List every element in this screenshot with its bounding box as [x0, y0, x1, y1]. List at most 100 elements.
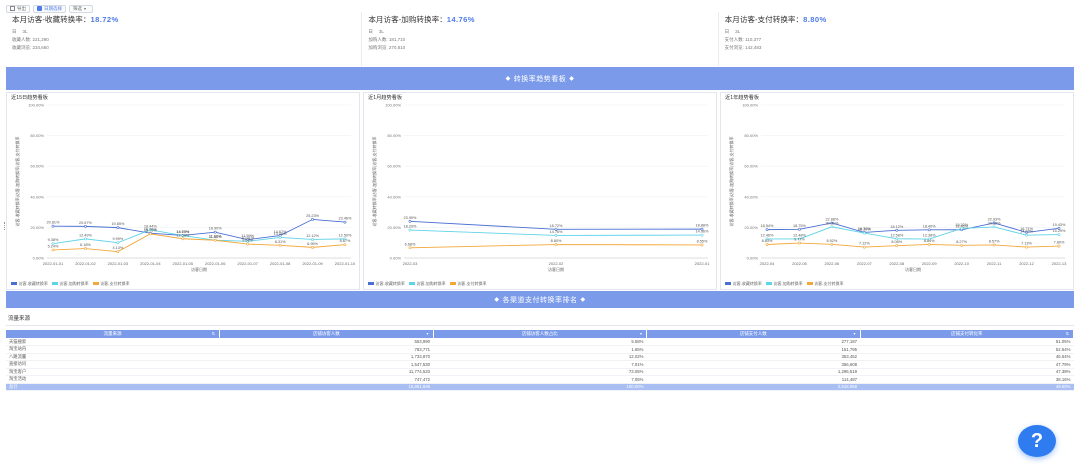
x-tick-label: 2022-08 [889, 261, 904, 266]
export-button[interactable]: 导出 [6, 4, 30, 13]
table-cell: 12.02% [433, 353, 647, 361]
diamond-icon: ◆ [494, 297, 500, 303]
data-label: 8.55% [697, 239, 708, 243]
data-label: 18.40% [923, 224, 937, 228]
data-label: 11.66% [209, 235, 222, 239]
data-label: 20.67% [79, 221, 93, 225]
data-label: 8.57% [989, 239, 1000, 243]
table-cell: 淘宝客户 [6, 368, 220, 376]
table-cell: 47.38% [860, 368, 1074, 376]
help-button[interactable]: ? [1018, 425, 1056, 457]
diamond-icon: ◆ [569, 76, 575, 82]
x-tick-label: 2022-07 [857, 261, 872, 266]
y-tick-label: 20.00% [387, 225, 401, 230]
x-tick-label: 2022-06 [825, 261, 840, 266]
data-label: 7.80% [1054, 241, 1065, 245]
column-header[interactable]: 流量来源 ⇅ [6, 330, 220, 338]
column-header[interactable]: 店铺访客人数 ▾ [219, 330, 434, 338]
table-title: 流量来源 [6, 311, 1074, 326]
table-row[interactable]: 八路流量 1,733,870 12.02% 353,452 46.54% [6, 353, 1074, 361]
data-point [862, 245, 866, 249]
data-point [960, 227, 964, 230]
kpi-pay: 本月访客-支付转换率：8.80% 日 3L 支付人数: 110,377 支付浏览:… [719, 12, 1074, 66]
sort-desc-icon[interactable]: ▾ [639, 331, 642, 336]
sort-icon[interactable]: ⇅ [211, 331, 215, 336]
data-point [246, 242, 250, 246]
data-label: 7.12% [859, 242, 870, 246]
data-label: 12.58% [176, 233, 190, 237]
table-cell: 52.64% [860, 345, 1074, 354]
data-label: 15.75% [144, 228, 158, 232]
table-cell: 5.58% [433, 338, 647, 346]
legend-item[interactable]: 访客-加购转换率 [408, 281, 446, 287]
data-label: 18.46% [955, 224, 969, 228]
table-cell: 747,472 [219, 375, 433, 384]
sort-desc-icon[interactable]: ▾ [853, 331, 856, 336]
legend-item[interactable]: 访客-收藏转换率 [725, 281, 762, 287]
table-row[interactable]: 天猫搜索 553,990 5.58% 277,187 51.05% [6, 338, 1074, 346]
data-point [1057, 226, 1061, 230]
table-cell: 277,187 [646, 338, 860, 346]
x-tick-label: 2022-01-07 [237, 261, 258, 266]
data-point [51, 224, 55, 228]
line-chart: 0.00% 20.00% 40.00% 60.00% 80.00% 100.00% 访客-收… [728, 103, 1067, 273]
table-cell: 553,990 [219, 338, 433, 346]
data-point [992, 225, 996, 229]
y-tick-label: 40.00% [387, 194, 401, 199]
table-row[interactable]: 淘宝客户 11,774,520 73.05% 1,295,519 47.38% [6, 368, 1074, 376]
data-label: 4.13% [112, 246, 123, 250]
data-point [408, 246, 412, 250]
filter-button[interactable]: 筛选 ▾ [69, 4, 93, 13]
y-tick-label: 60.00% [387, 164, 401, 169]
sort-desc-icon[interactable]: ▾ [426, 331, 429, 336]
y-tick-label: 20.00% [744, 225, 758, 230]
data-label: 5.24% [48, 244, 59, 248]
table-row[interactable]: 淘宝活动 747,472 7.05% 114,487 38.16% [6, 375, 1074, 384]
legend-item[interactable]: 访客-支付转换率 [806, 281, 844, 287]
table-cell: 100.00% [433, 383, 647, 391]
data-label: 19.85% [111, 222, 125, 226]
data-label: 16.71% [1020, 227, 1034, 231]
data-label: 20.32% [988, 221, 1002, 225]
table-cell: 天猫搜索 [6, 338, 220, 346]
column-header[interactable]: 店铺支付人数 ▾ [646, 330, 861, 338]
legend-item[interactable]: 访客-收藏转换率 [368, 281, 405, 287]
data-label: 19.43% [1053, 223, 1067, 227]
date-select-button[interactable]: 日期选择 [33, 4, 66, 13]
legend-item[interactable]: 访客-加购转换率 [51, 281, 89, 287]
data-point [992, 221, 996, 225]
data-point [51, 242, 55, 246]
chart-title: 近15日趋势看板 [11, 95, 48, 101]
data-point [927, 228, 931, 232]
table-cell: 353,452 [646, 353, 860, 361]
data-point [181, 237, 185, 241]
table-row[interactable]: 直接访问 1,547,530 7.01% 356,608 47.79% [6, 360, 1074, 369]
column-header[interactable]: 店铺访客人数占比 ▾ [433, 330, 647, 338]
series-line [52, 233, 346, 253]
y-tick-label: 60.00% [744, 164, 758, 169]
data-label: 8.67% [340, 239, 351, 243]
legend-item[interactable]: 访客-支付转换率 [92, 281, 130, 287]
legend-item[interactable]: 访客-收藏转换率 [11, 281, 48, 287]
table-cell: 151,795 [646, 345, 860, 354]
column-header[interactable]: 店铺支付转化率 ⇅ [860, 330, 1074, 338]
channel-banner: ◆ 各渠道支付转换率排名 ◆ [6, 291, 1074, 308]
series-line [52, 229, 346, 245]
data-point [554, 234, 558, 237]
kpi-rate: 8.80% [803, 15, 827, 24]
resize-handle[interactable] [4, 222, 6, 230]
data-point [311, 245, 314, 249]
series-line [766, 226, 1060, 240]
x-tick-label: 2022-01-04 [140, 261, 161, 266]
table-row[interactable]: 淘宝站内 783,771 1.65% 151,795 52.64% [6, 345, 1074, 354]
x-tick-label: 2022-09 [922, 261, 937, 266]
table-cell: 直接访问 [6, 360, 220, 369]
x-tick-label: 2022-01-01 [43, 261, 64, 266]
legend-item[interactable]: 访客-加购转换率 [765, 281, 803, 287]
data-label: 11.60% [209, 235, 222, 239]
data-label: 18.72% [550, 224, 564, 228]
data-point [84, 237, 87, 241]
sort-icon[interactable]: ⇅ [1065, 331, 1069, 336]
data-point [700, 227, 704, 231]
legend-item[interactable]: 访客-支付转换率 [449, 281, 487, 287]
